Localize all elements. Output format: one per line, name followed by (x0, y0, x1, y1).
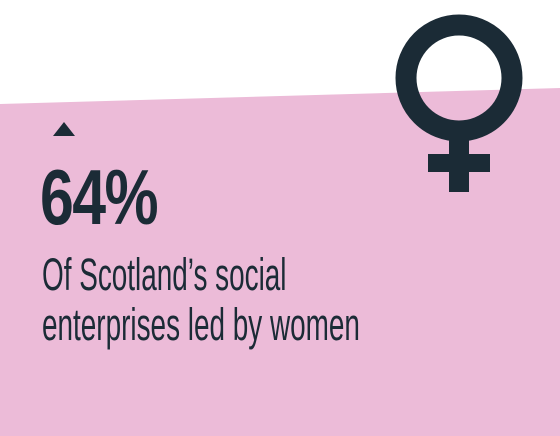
female-symbol-crossbar (428, 154, 490, 172)
stat-caption: Of Scotland’s social enterprises led by … (42, 250, 360, 350)
female-symbol-ring (395, 14, 523, 142)
stat-value: 64% (40, 153, 159, 241)
female-symbol-icon (395, 14, 523, 192)
up-arrow-icon (53, 122, 75, 136)
pink-panel-shape (0, 88, 560, 436)
up-arrow-shape (53, 122, 75, 136)
stat-caption-line-2: enterprises led by women (42, 299, 360, 350)
stat-caption-line-1: Of Scotland’s social (42, 249, 287, 300)
